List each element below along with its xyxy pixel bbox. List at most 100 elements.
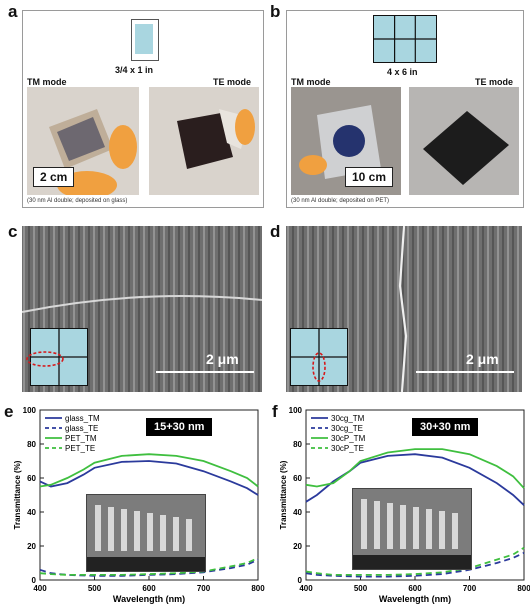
y-tick-label: 80	[27, 440, 36, 449]
legend-entry: PET_TM	[65, 434, 97, 443]
y-axis-label: Transmittance (%)	[13, 460, 22, 529]
inset-fin	[134, 511, 140, 551]
panel-e-label: e	[4, 402, 14, 421]
scale-label-10cm: 10 cm	[345, 167, 394, 187]
inset-fin	[173, 517, 179, 551]
legend-entry: glass_TE	[65, 424, 98, 433]
x-tick-label: 600	[408, 584, 422, 593]
inset-e-graphic	[87, 505, 205, 571]
legend-entry: glass_TM	[65, 414, 100, 423]
panel-a-label: a	[8, 2, 18, 21]
chart-e-title: 15+30 nm	[146, 418, 213, 436]
panel-f-label: f	[272, 402, 278, 421]
te-pet-graphic	[409, 87, 519, 195]
panel-b-label: b	[270, 2, 281, 21]
inset-sem-f	[352, 488, 472, 570]
inset-fin	[452, 513, 458, 549]
y-tick-label: 20	[293, 542, 302, 551]
x-tick-label: 500	[88, 584, 102, 593]
panel-d-label: d	[270, 222, 281, 241]
inset-fin	[147, 513, 153, 551]
sample-grid-marker-c	[26, 329, 87, 385]
y-tick-label: 100	[23, 406, 37, 415]
panel-a-te-label: TE mode	[213, 77, 252, 87]
inset-sem-e	[86, 494, 206, 572]
inset-fin	[160, 515, 166, 551]
transmittance-chart-f: 0 20 40 60 80 100 400 500 600 700 800 Wavelength (n…	[279, 406, 530, 604]
x-tick-label: 800	[251, 584, 265, 593]
large-sample-grid	[373, 15, 437, 63]
sample-grid-icon-c	[26, 328, 88, 386]
panel-b-tm-label: TM mode	[291, 77, 331, 87]
chart-f-title: 30+30 nm	[412, 418, 479, 436]
y-tick-label: 40	[27, 508, 36, 517]
panel-c-label: c	[8, 222, 18, 241]
inset-fin	[400, 505, 406, 549]
panel-a-size-label: 3/4 x 1 in	[115, 65, 154, 75]
scale-bar-d	[416, 371, 514, 373]
scale-label-2cm: 2 cm	[33, 167, 75, 187]
sem-crack-line	[398, 226, 408, 392]
te-photo-graphic	[149, 87, 259, 195]
sem-image-d: 2 μm	[286, 226, 522, 392]
inset-fin	[413, 507, 419, 549]
panel-a-tm-label: TM mode	[27, 77, 67, 87]
panel-a-caption: (30 nm Al double; deposited on glass)	[27, 198, 128, 204]
scale-bar-c	[156, 371, 254, 373]
transmittance-chart-e: 0 20 40 60 80 100 400 500 600 700 800 Wavelength (n…	[13, 406, 265, 604]
series-line-glass-tm	[39, 460, 259, 496]
legend-entry: 30cP_TE	[331, 444, 364, 453]
x-tick-label: 800	[517, 584, 530, 593]
sem-image-c: 2 μm	[22, 226, 262, 392]
y-tick-label: 0	[298, 576, 303, 585]
series-line-30cg-te	[305, 551, 525, 578]
x-tick-label: 400	[33, 584, 47, 593]
inset-fin	[95, 505, 101, 551]
small-sample-fill	[135, 24, 153, 54]
sample-grid-marker-d	[291, 329, 347, 385]
panel-b-te-label: TE mode	[475, 77, 514, 87]
inset-fin	[186, 519, 192, 551]
x-tick-label: 700	[463, 584, 477, 593]
series-line-30cp-tm	[305, 448, 525, 489]
inset-fin	[361, 499, 367, 549]
legend-entry: 30cg_TM	[331, 414, 365, 423]
y-tick-label: 0	[32, 576, 37, 585]
tm-mode-photo-pet: 10 cm	[291, 87, 401, 195]
sem-d-lines	[287, 226, 519, 392]
x-tick-label: 700	[197, 584, 211, 593]
x-tick-label: 600	[142, 584, 156, 593]
x-tick-label: 400	[299, 584, 313, 593]
y-tick-label: 20	[27, 542, 36, 551]
panel-b-caption: (30 nm Al double; deposited on PET)	[291, 198, 390, 204]
series-line-30cp-te	[305, 546, 525, 576]
inset-info-bar	[87, 557, 205, 571]
legend-entry: 30cg_TE	[331, 424, 363, 433]
large-sample-grid-lines	[374, 16, 436, 62]
inset-fin	[387, 503, 393, 549]
panel-b-size-label: 4 x 6 in	[387, 67, 418, 77]
scale-text-c: 2 μm	[206, 351, 239, 367]
te-mode-photo-pet	[409, 87, 519, 195]
inset-fin	[108, 507, 114, 551]
y-tick-label: 40	[293, 508, 302, 517]
legend-entry: PET_TE	[65, 444, 95, 453]
small-sample-outline	[131, 19, 159, 61]
inset-f-graphic	[353, 499, 471, 569]
sem-boundary-arc	[22, 295, 262, 313]
sample-grid-icon-d	[290, 328, 348, 386]
tm-mode-photo-glass: 2 cm	[27, 87, 139, 199]
legend-entry: 30cP_TM	[331, 434, 366, 443]
x-axis-label: Wavelength (nm)	[379, 594, 451, 604]
inset-fin	[121, 509, 127, 551]
series-line-pet-tm	[39, 453, 259, 488]
series-line-pet-te	[39, 557, 259, 576]
inset-info-bar	[353, 555, 471, 569]
y-tick-label: 60	[27, 474, 36, 483]
panel-a-box: 3/4 x 1 in TM mode TE mode 2 cm (30 nm A…	[22, 10, 264, 208]
scale-text-d: 2 μm	[466, 351, 499, 367]
te-mode-photo-glass	[149, 87, 259, 195]
x-axis-label: Wavelength (nm)	[113, 594, 185, 604]
inset-fin	[439, 511, 445, 549]
y-tick-label: 60	[293, 474, 302, 483]
